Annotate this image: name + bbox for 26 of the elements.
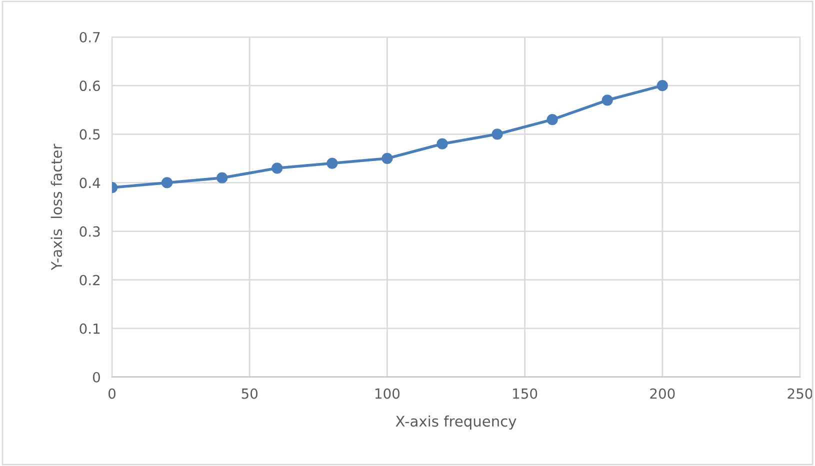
point [492, 128, 503, 140]
y-tick-label: 0.2 [80, 274, 100, 286]
y-tick-label: 0.3 [80, 226, 100, 237]
y-axis-title: Y-axis loss facter [50, 144, 62, 270]
point [602, 94, 613, 106]
y-tick-label: 0 [92, 372, 100, 382]
point [272, 162, 283, 174]
point [656, 80, 668, 92]
y-tick-label: 0.6 [80, 80, 100, 92]
y-tick-label: 0.4 [80, 178, 100, 188]
y-tick-label: 0.5 [80, 129, 100, 140]
point [161, 177, 173, 188]
x-axis-title: X-axis frequency [396, 415, 516, 430]
x-tick-label: 50 [242, 388, 258, 399]
x-tick-label: 250 [788, 388, 812, 399]
x-tick-label: 100 [375, 388, 400, 399]
point [436, 138, 448, 150]
point [546, 114, 558, 126]
x-tick-label: 200 [650, 388, 675, 399]
point [326, 158, 338, 169]
x-tick-label: 150 [513, 388, 538, 399]
point [382, 152, 393, 164]
x-tick-label: 0 [108, 388, 116, 399]
y-tick-label: 0.1 [80, 323, 100, 334]
y-tick-label: 0.7 [80, 32, 100, 42]
point [216, 172, 228, 184]
